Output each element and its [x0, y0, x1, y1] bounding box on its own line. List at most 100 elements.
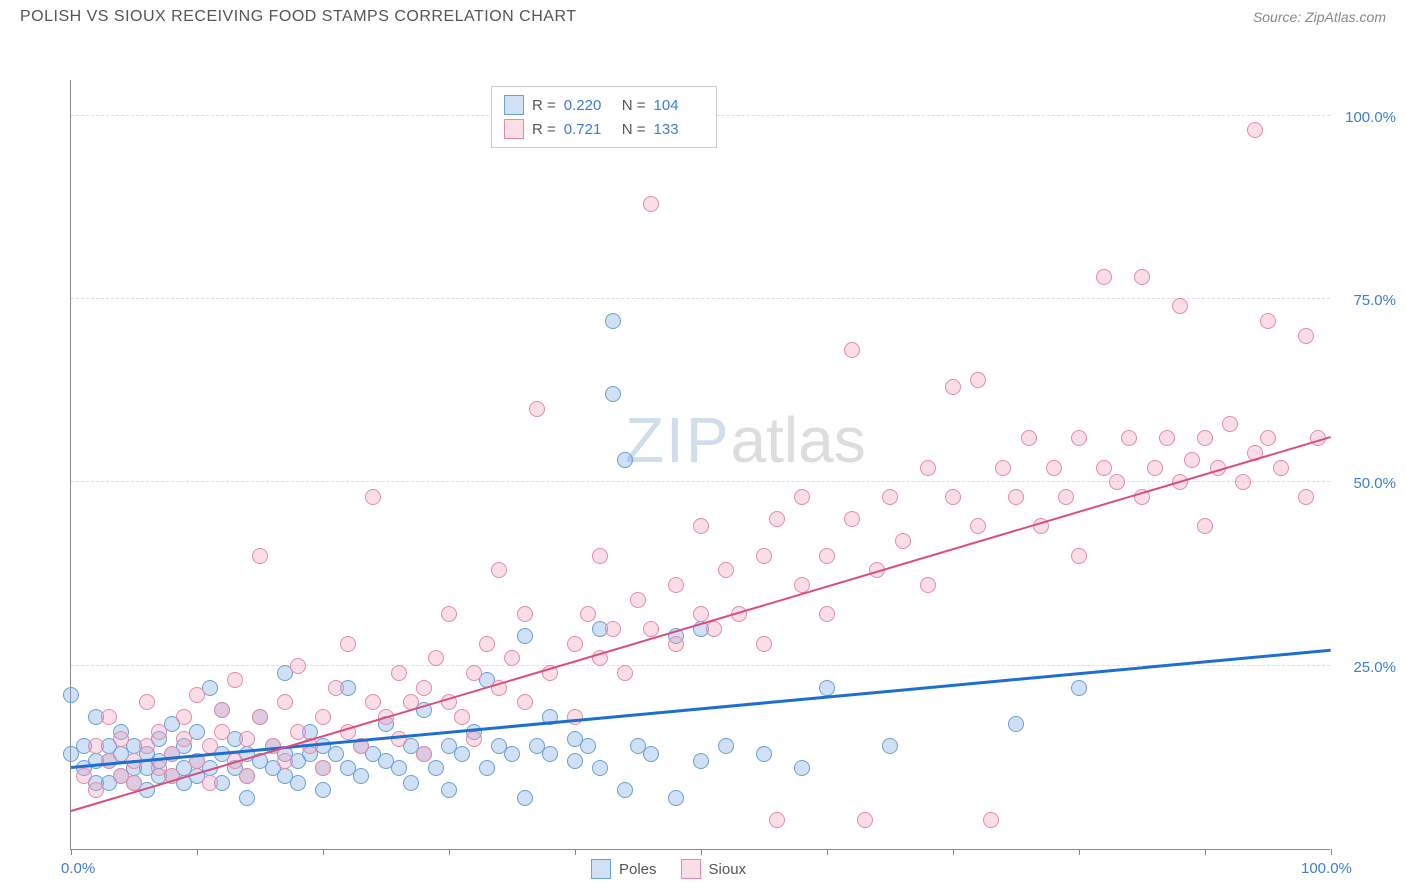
data-point — [88, 782, 104, 798]
data-point — [1260, 430, 1276, 446]
data-point — [945, 379, 961, 395]
x-tick — [827, 849, 828, 855]
data-point — [391, 731, 407, 747]
data-point — [315, 760, 331, 776]
data-point — [1071, 680, 1087, 696]
data-point — [277, 694, 293, 710]
data-point — [113, 731, 129, 747]
data-point — [454, 746, 470, 762]
data-point — [517, 694, 533, 710]
data-point — [252, 709, 268, 725]
data-point — [1197, 518, 1213, 534]
data-point — [895, 533, 911, 549]
y-tick-label: 25.0% — [1353, 659, 1396, 676]
watermark: ZIPatlas — [625, 403, 866, 477]
data-point — [580, 738, 596, 754]
gridline — [71, 481, 1330, 482]
data-point — [819, 548, 835, 564]
x-tick-label: 0.0% — [61, 860, 95, 877]
data-point — [643, 746, 659, 762]
data-point — [995, 460, 1011, 476]
r-value: 0.721 — [564, 121, 614, 138]
chart-title: POLISH VS SIOUX RECEIVING FOOD STAMPS CO… — [20, 8, 576, 26]
data-point — [567, 709, 583, 725]
data-point — [1159, 430, 1175, 446]
data-point — [454, 709, 470, 725]
x-tick — [1331, 849, 1332, 855]
data-point — [844, 342, 860, 358]
data-point — [202, 775, 218, 791]
data-point — [970, 518, 986, 534]
data-point — [290, 724, 306, 740]
data-point — [139, 694, 155, 710]
data-point — [1273, 460, 1289, 476]
data-point — [466, 731, 482, 747]
data-point — [1235, 474, 1251, 490]
data-point — [151, 724, 167, 740]
x-tick — [197, 849, 198, 855]
data-point — [214, 702, 230, 718]
data-point — [252, 548, 268, 564]
data-point — [756, 746, 772, 762]
header: POLISH VS SIOUX RECEIVING FOOD STAMPS CO… — [0, 0, 1406, 30]
data-point — [1222, 416, 1238, 432]
stats-legend-row: R = 0.721 N = 133 — [504, 117, 704, 141]
data-point — [769, 511, 785, 527]
data-point — [668, 790, 684, 806]
legend-label: Poles — [619, 861, 657, 878]
data-point — [920, 577, 936, 593]
data-point — [353, 768, 369, 784]
data-point — [970, 372, 986, 388]
data-point — [1172, 298, 1188, 314]
data-point — [239, 790, 255, 806]
data-point — [668, 577, 684, 593]
data-point — [668, 636, 684, 652]
n-label: N = — [622, 121, 646, 138]
data-point — [88, 738, 104, 754]
data-point — [630, 592, 646, 608]
data-point — [1071, 548, 1087, 564]
data-point — [441, 606, 457, 622]
data-point — [706, 621, 722, 637]
data-point — [101, 709, 117, 725]
data-point — [567, 636, 583, 652]
x-tick — [575, 849, 576, 855]
legend-swatch — [504, 95, 524, 115]
x-tick — [449, 849, 450, 855]
r-label: R = — [532, 97, 556, 114]
data-point — [479, 636, 495, 652]
legend-item: Sioux — [681, 859, 747, 879]
data-point — [428, 760, 444, 776]
data-point — [983, 812, 999, 828]
data-point — [794, 760, 810, 776]
data-point — [1247, 122, 1263, 138]
data-point — [920, 460, 936, 476]
data-point — [517, 790, 533, 806]
data-point — [1298, 328, 1314, 344]
y-tick-label: 75.0% — [1353, 292, 1396, 309]
y-tick-label: 100.0% — [1345, 109, 1396, 126]
data-point — [580, 606, 596, 622]
legend-label: Sioux — [709, 861, 747, 878]
data-point — [441, 782, 457, 798]
data-point — [239, 731, 255, 747]
data-point — [1147, 460, 1163, 476]
n-label: N = — [622, 97, 646, 114]
data-point — [542, 746, 558, 762]
n-value: 133 — [654, 121, 704, 138]
data-point — [1008, 489, 1024, 505]
data-point — [428, 650, 444, 666]
data-point — [491, 562, 507, 578]
data-point — [1134, 269, 1150, 285]
data-point — [1184, 452, 1200, 468]
data-point — [693, 606, 709, 622]
data-point — [882, 738, 898, 754]
data-point — [819, 680, 835, 696]
data-point — [365, 489, 381, 505]
data-point — [416, 680, 432, 696]
r-label: R = — [532, 121, 556, 138]
data-point — [529, 401, 545, 417]
data-point — [479, 760, 495, 776]
data-point — [504, 746, 520, 762]
data-point — [756, 636, 772, 652]
